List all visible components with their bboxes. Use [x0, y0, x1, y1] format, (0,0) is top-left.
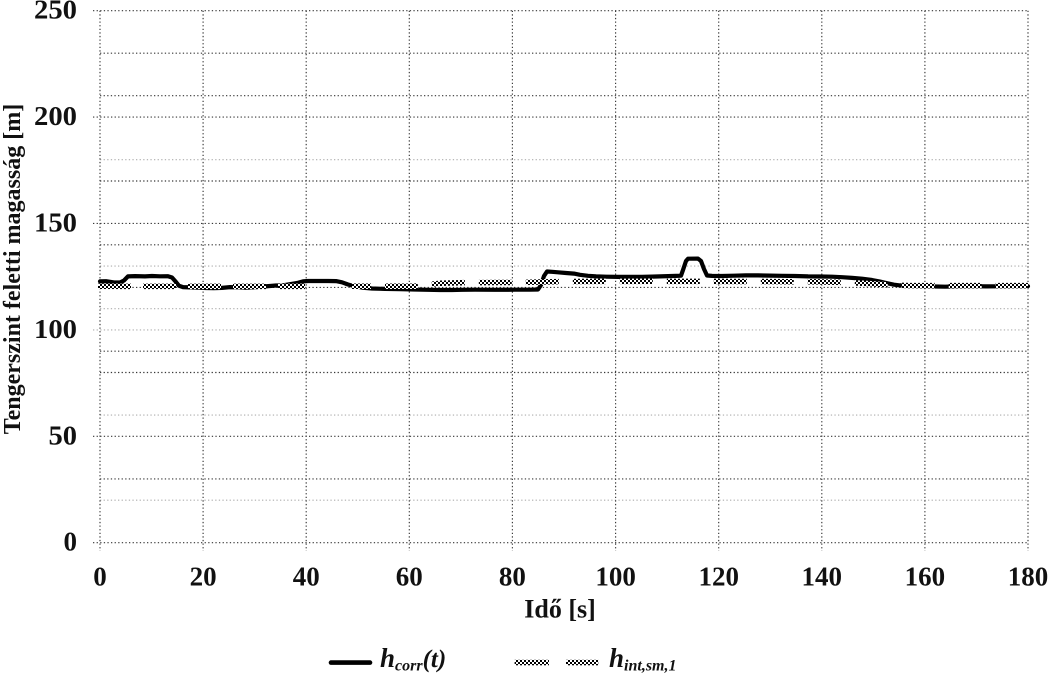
svg-text:50: 50	[49, 420, 78, 450]
svg-text:150: 150	[34, 207, 77, 237]
svg-text:0: 0	[64, 527, 78, 557]
svg-text:Idő [s]: Idő [s]	[524, 595, 596, 624]
svg-text:60: 60	[396, 562, 423, 592]
svg-text:80: 80	[499, 562, 526, 592]
svg-text:200: 200	[34, 101, 77, 131]
svg-text:Tengerszint feletti magasság [: Tengerszint feletti magasság [m]	[0, 104, 26, 434]
svg-text:20: 20	[190, 562, 217, 592]
svg-text:250: 250	[34, 0, 77, 25]
svg-text:0: 0	[93, 562, 107, 592]
svg-text:180: 180	[1008, 562, 1049, 592]
svg-text:100: 100	[34, 314, 77, 344]
svg-text:140: 140	[802, 562, 843, 592]
svg-text:hcorr(t): hcorr(t)	[380, 643, 446, 673]
svg-text:40: 40	[293, 562, 320, 592]
svg-text:160: 160	[905, 562, 946, 592]
svg-text:120: 120	[698, 562, 739, 592]
svg-text:100: 100	[595, 562, 636, 592]
